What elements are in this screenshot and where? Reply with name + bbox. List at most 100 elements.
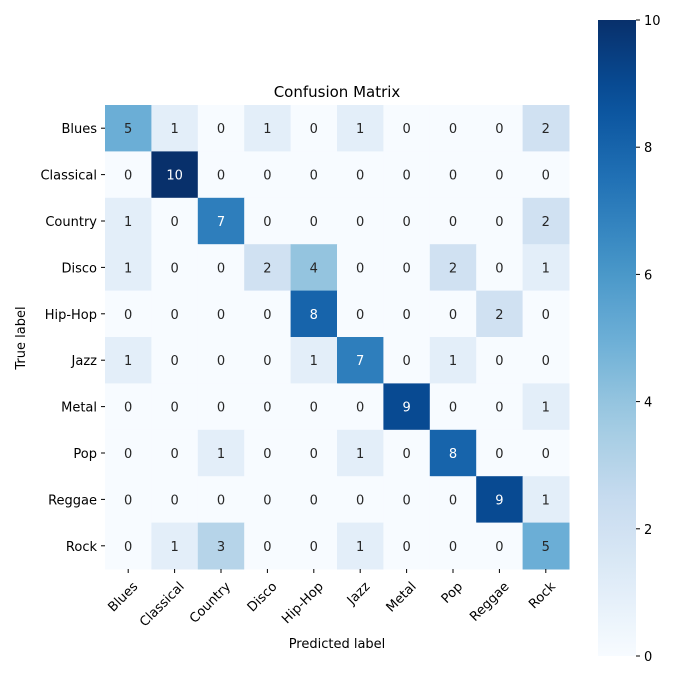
- cell-value-label: 10: [166, 169, 183, 184]
- cell-value-label: 0: [495, 540, 503, 555]
- cell-value-label: 0: [402, 493, 410, 508]
- cell-value-label: 0: [217, 308, 225, 323]
- cell-value-label: 4: [310, 261, 318, 276]
- heatmap-cell: [290, 290, 338, 338]
- heatmap-cell: [197, 105, 245, 152]
- heatmap-cell: [429, 290, 477, 338]
- cell-value-label: 1: [124, 354, 132, 369]
- y-tick-label: Jazz: [71, 354, 98, 369]
- cell-value-label: 1: [356, 122, 364, 137]
- cell-value-label: 0: [217, 401, 225, 416]
- colorbar-tick-label: 2: [644, 523, 652, 538]
- heatmap-cell: [429, 476, 477, 524]
- cell-value-label: 0: [356, 401, 364, 416]
- cell-value-label: 0: [449, 401, 457, 416]
- cell-value-label: 1: [124, 215, 132, 230]
- heatmap-cell: [105, 383, 152, 431]
- heatmap-cell: [429, 429, 477, 477]
- cell-annotations: 5 1 0 1 0 1 0 0 0 20 10 0 0 0 0 0 0 0 01 0 7 0 0 0 0 0 0 21 0 0 2 4 0 0 2 0…: [124, 122, 550, 555]
- cell-value-label: 0: [263, 169, 271, 184]
- cell-value-label: 0: [217, 261, 225, 276]
- cell-value-label: 0: [263, 354, 271, 369]
- heatmap-cell: [522, 476, 570, 524]
- heatmap-cell: [383, 197, 431, 245]
- cell-value-label: 3: [217, 540, 225, 555]
- cell-value-label: 0: [449, 122, 457, 137]
- y-tick-label: Classical: [40, 169, 97, 184]
- cell-value-label: 0: [170, 493, 178, 508]
- cell-value-label: 8: [310, 308, 318, 323]
- heatmap-cell: [244, 290, 292, 338]
- colorbar-tick-label: 8: [644, 141, 652, 156]
- cell-value-label: 0: [263, 308, 271, 323]
- heatmap-cell: [476, 383, 524, 431]
- colorbar-tick-label: 0: [644, 650, 652, 665]
- x-tick-label: Pop: [439, 579, 466, 606]
- heatmap-cell: [522, 105, 570, 152]
- y-tick-label: Blues: [61, 122, 97, 137]
- cell-value-label: 0: [170, 308, 178, 323]
- heatmap-cell: [476, 522, 524, 570]
- cell-value-label: 2: [542, 215, 550, 230]
- heatmap-cell: [337, 290, 384, 338]
- heatmap-cell: [244, 105, 292, 152]
- chart-title: Confusion Matrix: [274, 83, 401, 101]
- heatmap-cell: [151, 337, 199, 384]
- heatmap-cell: [290, 151, 338, 199]
- heatmap-cell: [197, 290, 245, 338]
- heatmap-cell: [522, 337, 570, 384]
- cell-value-label: 0: [402, 447, 410, 462]
- cell-value-label: 0: [449, 308, 457, 323]
- cell-value-label: 0: [310, 169, 318, 184]
- heatmap-cell: [476, 429, 524, 477]
- cell-value-label: 0: [449, 215, 457, 230]
- heatmap-cell: [476, 337, 524, 384]
- heatmap-cell: [105, 244, 152, 292]
- cell-value-label: 1: [356, 540, 364, 555]
- y-tick-label: Metal: [61, 401, 97, 416]
- cell-value-label: 0: [542, 169, 550, 184]
- heatmap-cell: [429, 337, 477, 384]
- heatmap-cell: [244, 383, 292, 431]
- cell-value-label: 5: [542, 540, 550, 555]
- heatmap-cell: [197, 197, 245, 245]
- heatmap-cell: [522, 197, 570, 245]
- cell-value-label: 0: [124, 540, 132, 555]
- cell-value-label: 0: [402, 308, 410, 323]
- heatmap-cell: [476, 151, 524, 199]
- heatmap-cell: [522, 244, 570, 292]
- heatmap-cell: [244, 197, 292, 245]
- cell-value-label: 0: [402, 261, 410, 276]
- cell-value-label: 0: [495, 122, 503, 137]
- heatmap-cell: [244, 522, 292, 570]
- cell-value-label: 1: [542, 401, 550, 416]
- cell-value-label: 0: [124, 169, 132, 184]
- cell-value-label: 0: [449, 540, 457, 555]
- heatmap-cell: [429, 244, 477, 292]
- cell-value-label: 0: [495, 169, 503, 184]
- heatmap-cell: [105, 522, 152, 570]
- cell-value-label: 0: [310, 447, 318, 462]
- cell-value-label: 5: [124, 122, 132, 137]
- heatmap-cell: [197, 522, 245, 570]
- cell-value-label: 0: [310, 540, 318, 555]
- cell-value-label: 1: [310, 354, 318, 369]
- heatmap-cell: [244, 151, 292, 199]
- cell-value-label: 0: [542, 354, 550, 369]
- x-tick-label: Blues: [106, 579, 142, 615]
- heatmap-cell: [151, 429, 199, 477]
- heatmap-cell: [522, 522, 570, 570]
- cell-value-label: 7: [217, 215, 225, 230]
- heatmap-cell: [105, 105, 152, 152]
- cell-value-label: 0: [217, 354, 225, 369]
- cell-value-label: 0: [356, 308, 364, 323]
- heatmap-cell: [522, 290, 570, 338]
- cell-value-label: 2: [449, 261, 457, 276]
- y-tick-label: Pop: [73, 447, 97, 462]
- cell-value-label: 0: [124, 401, 132, 416]
- cell-value-label: 7: [356, 354, 364, 369]
- cell-value-label: 0: [449, 169, 457, 184]
- cell-value-label: 1: [356, 447, 364, 462]
- heatmap-cell: [197, 244, 245, 292]
